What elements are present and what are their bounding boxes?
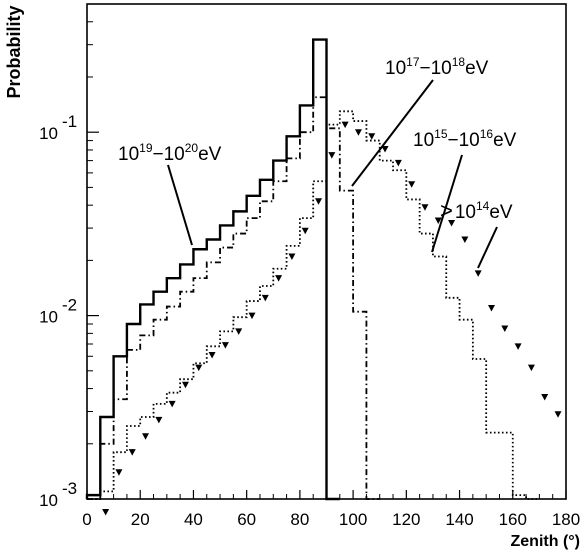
triangle-marker xyxy=(341,121,349,129)
annotation-pointer xyxy=(431,154,463,253)
y-tick-base: 10 xyxy=(39,124,58,143)
annotation-exp1: 19 xyxy=(139,141,153,155)
y-tick-base: 10 xyxy=(39,491,58,510)
triangle-marker xyxy=(514,343,522,350)
x-tick-label: 140 xyxy=(445,510,473,529)
annotation-base2: 10 xyxy=(459,130,480,151)
series-annotation: 1015−1016eV xyxy=(413,127,517,151)
annotation-exp2: 16 xyxy=(480,127,494,141)
triangle-marker xyxy=(168,400,176,408)
y-axis: 10-310-210-1 xyxy=(39,3,99,510)
triangle-marker xyxy=(275,275,283,282)
y-tick-base: 10 xyxy=(39,308,58,327)
x-axis-label: Zenith (°) xyxy=(511,533,581,550)
triangle-marker xyxy=(328,152,336,159)
annotation-unit: eV xyxy=(493,130,517,151)
annotation-base1: 10 xyxy=(118,144,139,165)
annotation-base2: 10 xyxy=(431,58,452,79)
triangle-marker xyxy=(315,198,323,205)
triangle-marker xyxy=(554,411,562,418)
triangle-marker xyxy=(248,312,256,320)
annotation-pointer xyxy=(167,164,193,246)
triangle-marker xyxy=(288,253,296,261)
annotation-base2: 10 xyxy=(164,144,185,165)
triangle-marker xyxy=(195,364,203,372)
annotation-unit: eV xyxy=(465,58,489,79)
triangle-marker xyxy=(261,294,269,302)
series-group xyxy=(85,38,562,516)
annotation-base1: 10 xyxy=(413,130,434,151)
x-tick-label: 80 xyxy=(290,510,309,529)
histogram-series-1 xyxy=(87,96,380,500)
annotation-pointer xyxy=(477,226,498,269)
triangle-marker xyxy=(142,433,150,440)
annotation-prefix: > xyxy=(440,198,453,223)
annotation-exp1: 17 xyxy=(406,55,420,69)
annotation-exp2: 20 xyxy=(185,141,199,155)
triangle-marker xyxy=(115,469,123,476)
triangle-marker xyxy=(128,449,136,456)
triangle-marker xyxy=(474,270,482,277)
x-tick-label: 0 xyxy=(82,510,91,529)
annotation-base2: 10 xyxy=(455,202,476,223)
y-axis-label: Probability xyxy=(4,5,24,98)
x-tick-label: 100 xyxy=(339,510,367,529)
annotation-exp2: 14 xyxy=(476,199,490,213)
annotation-base1: 10 xyxy=(385,58,406,79)
triangle-marker xyxy=(102,508,110,516)
triangle-marker xyxy=(434,217,442,224)
y-tick-exponent: -2 xyxy=(62,296,77,315)
triangle-marker xyxy=(368,133,376,140)
triangle-marker xyxy=(208,351,216,359)
triangle-marker xyxy=(381,145,389,153)
annotation-exp1: 15 xyxy=(434,127,448,141)
x-tick-label: 120 xyxy=(392,510,420,529)
annotation-exp2: 18 xyxy=(452,55,466,69)
x-tick-label: 160 xyxy=(499,510,527,529)
triangle-marker xyxy=(235,328,243,335)
triangle-marker xyxy=(461,236,469,243)
triangle-marker xyxy=(541,393,549,401)
y-tick-exponent: -1 xyxy=(62,112,77,131)
x-tick-label: 20 xyxy=(131,510,150,529)
annotation-range-dash: − xyxy=(153,144,164,165)
triangle-marker xyxy=(221,342,229,349)
triangle-marker xyxy=(354,129,362,136)
triangle-marker xyxy=(448,219,456,227)
triangle-marker xyxy=(181,381,189,389)
annotation-range-dash: − xyxy=(448,130,459,151)
histogram-series-0 xyxy=(85,38,340,501)
series-annotation: >1014eV xyxy=(440,198,513,223)
series-annotation: 1017−1018eV xyxy=(385,55,489,79)
x-axis: 0 20 40 60 80 100 120 140 160 180 xyxy=(82,490,580,529)
triangle-marker xyxy=(487,305,495,312)
x-tick-label: 40 xyxy=(184,510,203,529)
triangle-marker xyxy=(408,181,416,188)
x-tick-label: 180 xyxy=(552,510,580,529)
y-tick-exponent: -3 xyxy=(62,479,77,498)
triangle-marker xyxy=(394,159,402,167)
annotation-range-dash: − xyxy=(420,58,431,79)
triangle-marker xyxy=(421,204,429,211)
x-tick-label: 60 xyxy=(237,510,256,529)
histogram-series-2 xyxy=(87,110,540,500)
annotation-unit: eV xyxy=(489,202,513,223)
triangle-marker xyxy=(501,325,509,333)
series-annotation: 1019−1020eV xyxy=(118,141,222,165)
triangle-marker xyxy=(527,364,535,372)
triangle-marker xyxy=(155,416,163,424)
triangle-marker xyxy=(301,227,309,235)
annotation-pointer xyxy=(351,79,434,187)
annotation-unit: eV xyxy=(198,144,222,165)
